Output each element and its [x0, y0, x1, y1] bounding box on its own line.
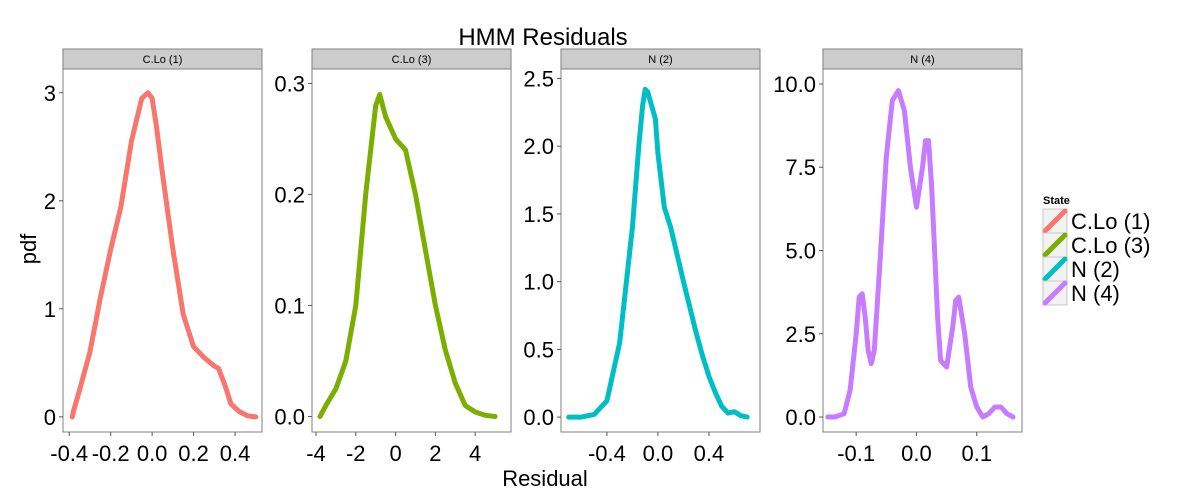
legend-key-swatch: [1042, 232, 1068, 258]
x-tick-label: 2: [429, 441, 441, 466]
strip-label: N (4): [910, 54, 934, 66]
x-tick-label: 0.0: [137, 441, 168, 466]
y-tick-label: 3: [44, 81, 56, 106]
x-tick-label: -0.4: [588, 441, 626, 466]
density-line-3: [566, 86, 750, 420]
y-tick-label: 0.1: [274, 293, 305, 318]
legend-key-swatch: [1042, 280, 1068, 306]
panel-4: N (4) 0.0 2.5 5.0 7.5 10.0 -0.1 0.0 0.1: [773, 48, 1023, 466]
legend-item: C.Lo (3): [1042, 232, 1150, 258]
x-tick-label: -0.4: [50, 441, 88, 466]
y-tick-label: 0.3: [274, 71, 305, 96]
panel-3: N (2) 0.0 0.5 1.0 1.5 2.0 2.5 -0.4 0.0 0.4: [523, 48, 761, 466]
y-tick-label: 0.5: [523, 337, 554, 362]
legend-label: N (2): [1071, 257, 1120, 282]
y-tick-label: 1.5: [523, 202, 554, 227]
legend-item: N (2): [1042, 256, 1120, 282]
legend: State C.Lo (1)C.Lo (3)N (2)N (4): [1042, 195, 1150, 306]
y-tick-label: 0.2: [274, 182, 305, 207]
legend-item: C.Lo (1): [1042, 208, 1150, 234]
y-tick-label: 2.5: [523, 66, 554, 91]
legend-title: State: [1043, 195, 1070, 207]
x-tick-label: -0.2: [92, 441, 130, 466]
x-tick-label: 0.0: [643, 441, 674, 466]
legend-item: N (4): [1042, 280, 1120, 306]
x-tick-label: -0.1: [837, 441, 875, 466]
y-tick-label: 0: [44, 405, 56, 430]
y-tick-label: 5.0: [785, 239, 816, 264]
legend-label: N (4): [1071, 281, 1120, 306]
y-tick-label: 1.0: [523, 270, 554, 295]
panel-border: [560, 68, 761, 433]
panel-2: C.Lo (3) 0.0 0.1 0.2 0.3 -4 -2 0 2 4: [274, 48, 512, 466]
legend-label: C.Lo (3): [1071, 233, 1150, 258]
x-tick-label: -2: [346, 441, 366, 466]
strip-label: C.Lo (1): [143, 54, 183, 66]
panel-border: [311, 68, 512, 433]
y-tick-label: 0.0: [523, 405, 554, 430]
x-tick-label: -4: [306, 441, 326, 466]
x-axis-label: Residual: [502, 466, 588, 491]
y-tick-label: 10.0: [773, 72, 816, 97]
y-tick-label: 0.0: [785, 405, 816, 430]
legend-key-swatch: [1042, 256, 1068, 282]
strip-label: C.Lo (3): [392, 54, 432, 66]
y-tick-label: 7.5: [785, 155, 816, 180]
density-line-1: [69, 90, 259, 420]
panel-border: [62, 68, 263, 433]
x-tick-label: 0: [389, 441, 401, 466]
chart-title: HMM Residuals: [458, 24, 627, 51]
x-tick-label: 0.4: [220, 441, 251, 466]
panel-1: C.Lo (1) 0 1 2 3 -0.4 -0.2 0.0 0.2 0.4: [44, 48, 263, 466]
y-tick-label: 2.5: [785, 322, 816, 347]
y-tick-label: 2: [44, 189, 56, 214]
x-tick-label: 0.0: [901, 441, 932, 466]
y-tick-label: 0.0: [274, 404, 305, 429]
x-tick-label: 0.1: [961, 441, 992, 466]
y-axis-label: pdf: [16, 233, 41, 264]
panel-border: [822, 68, 1023, 433]
strip-label: N (2): [648, 54, 672, 66]
x-tick-label: 0.2: [178, 441, 209, 466]
y-tick-label: 1: [44, 297, 56, 322]
legend-key-swatch: [1042, 208, 1068, 234]
density-line-2: [317, 92, 498, 419]
y-tick-label: 2.0: [523, 134, 554, 159]
legend-label: C.Lo (1): [1071, 209, 1150, 234]
density-line-4: [825, 88, 1016, 420]
x-tick-label: 0.4: [694, 441, 725, 466]
x-tick-label: 4: [469, 441, 481, 466]
